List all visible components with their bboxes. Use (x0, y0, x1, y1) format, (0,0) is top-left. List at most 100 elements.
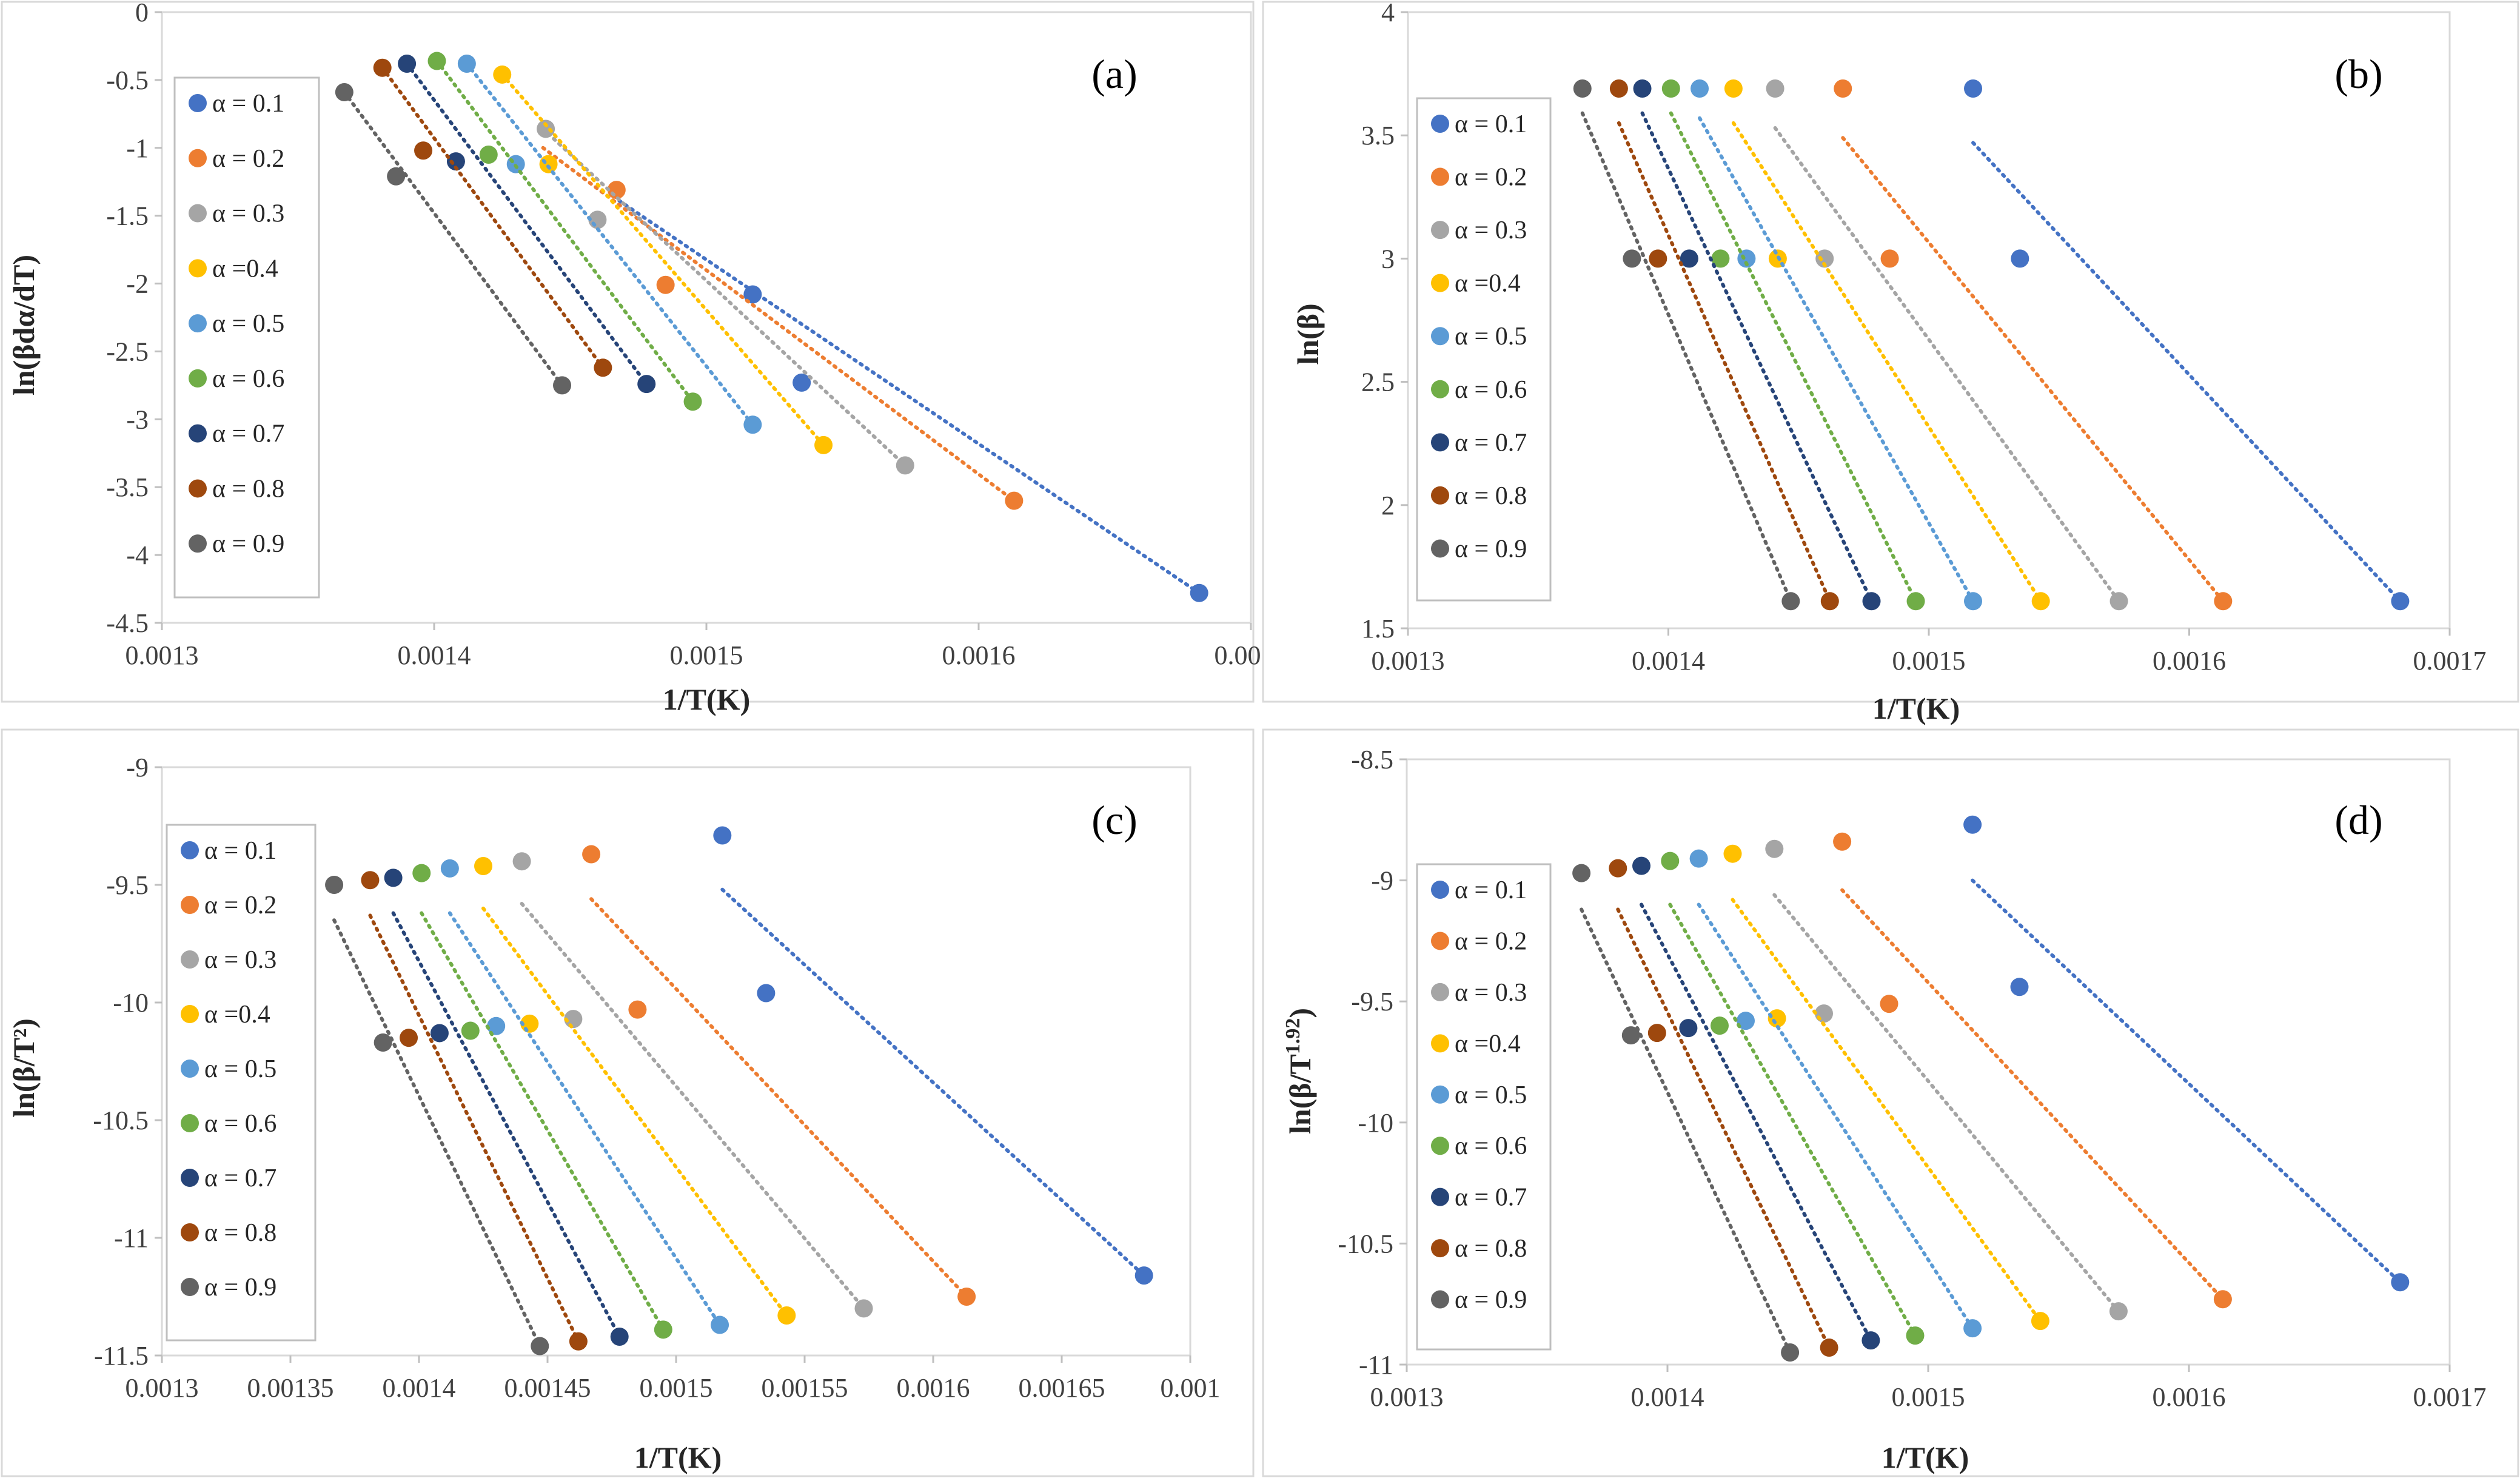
data-point (683, 392, 702, 411)
legend-entry: α = 0.2 (1455, 927, 1527, 955)
legend-entry: α = 0.8 (204, 1219, 276, 1247)
legend-marker (1431, 327, 1449, 346)
series-3 (1765, 839, 2128, 1321)
legend-entry: α = 0.7 (212, 420, 284, 448)
y-tick-label: -9 (1371, 866, 1393, 896)
data-point (384, 868, 403, 887)
data-point (1679, 1019, 1698, 1038)
data-point (553, 376, 572, 395)
data-point (1781, 1343, 1800, 1362)
x-tick-label: 0.0015 (1892, 1382, 1965, 1412)
series-6 (427, 52, 702, 411)
y-axis-title-main: ln(β/T²) (7, 1018, 41, 1118)
legend-entry: α = 0.1 (204, 837, 276, 865)
data-point (2031, 592, 2050, 611)
legend-entry: α = 0.6 (204, 1110, 276, 1138)
trendline (1841, 136, 2225, 603)
legend-entry: α = 0.5 (1455, 1081, 1527, 1109)
y-tick-label: 3.5 (1361, 121, 1395, 150)
legend-entry: α = 0.8 (1455, 482, 1527, 510)
legend-marker (1431, 1085, 1449, 1104)
legend-entry: α =0.4 (1455, 1030, 1521, 1058)
trendline (1697, 902, 1975, 1331)
trendline (500, 72, 826, 447)
data-point (2109, 592, 2128, 611)
legend-marker (181, 1278, 199, 1296)
series-9 (325, 876, 549, 1355)
data-point (1963, 815, 1982, 834)
legend-entry: α = 0.7 (204, 1164, 276, 1192)
legend-entry: α = 0.1 (212, 90, 284, 118)
data-point (1609, 859, 1627, 878)
data-point (1833, 832, 1852, 851)
x-tick-label: 0.00155 (762, 1373, 848, 1403)
data-point (814, 435, 833, 454)
data-point (1649, 249, 1667, 268)
data-point (400, 1029, 418, 1047)
legend-entry: α = 0.1 (1455, 110, 1527, 138)
trendline (447, 911, 722, 1327)
data-point (1880, 995, 1898, 1013)
data-point (361, 871, 380, 890)
legend-marker (181, 1223, 199, 1241)
data-point (582, 845, 601, 864)
legend-marker (1431, 221, 1449, 240)
data-point (1190, 583, 1208, 602)
series-9 (1573, 79, 1800, 611)
y-axis-title-end: ) (1283, 1008, 1317, 1018)
data-point (1134, 1266, 1153, 1285)
y-axis-title-main: ln(β) (1291, 303, 1325, 364)
series-9 (335, 83, 572, 395)
y-tick-label: -0.5 (106, 66, 149, 95)
legend-marker (1431, 167, 1449, 186)
legend-entry: α = 0.2 (1455, 164, 1527, 192)
y-tick-label: 4 (1381, 0, 1395, 27)
data-point (1815, 1004, 1833, 1023)
y-axis-title-main: ln(β/T (1283, 1054, 1317, 1134)
data-point (637, 375, 656, 394)
trendline (1773, 126, 2121, 603)
legend-marker (189, 204, 207, 223)
data-point (2214, 592, 2233, 611)
x-tick-label: 0.0016 (2153, 646, 2226, 676)
legend-marker (189, 94, 207, 112)
data-point (1964, 79, 1983, 98)
legend-marker (1431, 1290, 1449, 1309)
y-tick-label: -10.5 (93, 1106, 149, 1135)
legend-marker (1431, 433, 1449, 452)
y-tick-label: -10 (1358, 1108, 1393, 1138)
data-point (487, 1016, 506, 1035)
legend-marker (181, 950, 199, 969)
series-1 (1963, 815, 2410, 1292)
legend-entry: α = 0.6 (1455, 376, 1527, 404)
series-6 (1661, 79, 1925, 611)
data-point (628, 1000, 647, 1019)
legend-marker (189, 424, 207, 443)
series-3 (512, 852, 873, 1318)
x-tick-label: 0.0013 (1370, 1382, 1444, 1412)
data-point (427, 52, 446, 70)
data-point (2031, 1312, 2049, 1331)
data-point (713, 826, 732, 845)
legend-marker (181, 841, 199, 859)
x-tick-label: 0.0014 (1631, 1382, 1704, 1412)
legend-entry: α = 0.9 (212, 530, 284, 558)
legend-entry: α = 0.3 (204, 946, 276, 974)
trendline (368, 913, 580, 1343)
legend-entry: α = 0.1 (1455, 876, 1527, 904)
y-tick-label: -8.5 (1351, 745, 1393, 774)
trendline (1580, 907, 1792, 1355)
trendline (1731, 898, 2042, 1323)
legend-entry: α = 0.9 (1455, 535, 1527, 563)
data-point (777, 1306, 796, 1325)
data-point (1609, 79, 1628, 98)
legend-marker (1431, 932, 1449, 950)
trendline (435, 59, 695, 404)
data-point (2391, 592, 2410, 611)
trendline (720, 887, 1146, 1278)
legend-entry: α = 0.8 (212, 475, 284, 503)
data-point (743, 285, 762, 304)
data-point (957, 1288, 976, 1306)
data-point (1737, 249, 1756, 268)
